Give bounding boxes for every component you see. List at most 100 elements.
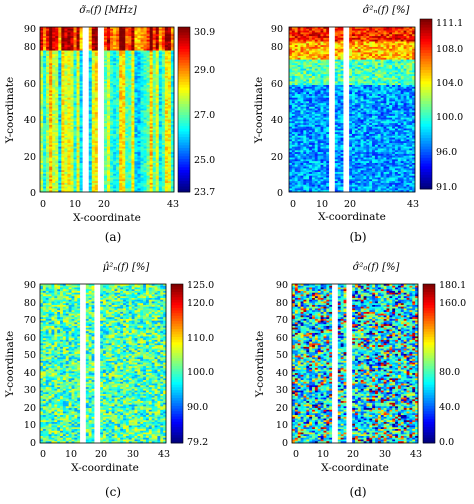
heatmap-cell bbox=[152, 152, 157, 155]
heatmap-cell bbox=[103, 74, 108, 77]
heatmap-cell bbox=[369, 27, 373, 30]
heatmap-cell bbox=[152, 97, 157, 100]
heatmap-cell bbox=[61, 152, 65, 155]
heatmap-cell bbox=[149, 130, 153, 133]
heatmap-cell bbox=[73, 117, 77, 120]
heatmap-cell bbox=[119, 41, 123, 44]
heatmap-cell bbox=[55, 188, 59, 191]
heatmap-cell bbox=[309, 32, 313, 35]
heatmap-cell bbox=[403, 27, 407, 30]
heatmap-cell bbox=[52, 86, 56, 89]
heatmap-cell bbox=[125, 181, 129, 184]
heatmap-cell bbox=[149, 97, 153, 100]
heatmap-cell bbox=[137, 92, 141, 95]
heatmap-cell bbox=[73, 121, 77, 124]
heatmap-cell bbox=[164, 83, 169, 86]
heatmap-cell bbox=[40, 143, 44, 146]
heatmap-cell bbox=[167, 52, 172, 55]
heatmap-cell bbox=[100, 59, 105, 62]
heatmap-cell bbox=[363, 46, 367, 50]
heatmap-cell bbox=[79, 179, 83, 182]
heatmap-cell bbox=[52, 108, 56, 111]
heatmap-cell bbox=[88, 155, 93, 158]
heatmap-cell bbox=[152, 110, 157, 113]
heatmap-cell bbox=[131, 172, 135, 175]
heatmap-cell bbox=[161, 56, 166, 59]
heatmap-cell bbox=[40, 59, 44, 62]
heatmap-cell bbox=[61, 90, 65, 93]
heatmap-cell bbox=[55, 162, 59, 166]
heatmap-cell bbox=[158, 95, 163, 99]
colorbar-band bbox=[178, 126, 190, 130]
heatmap-cell bbox=[58, 155, 62, 158]
heatmap-cell bbox=[140, 103, 144, 106]
heatmap-cell bbox=[140, 86, 144, 89]
heatmap-cell bbox=[91, 30, 96, 33]
heatmap-cell bbox=[383, 30, 387, 33]
heatmap-cell bbox=[360, 54, 364, 57]
heatmap-cell bbox=[55, 137, 59, 140]
heatmap-cell bbox=[70, 86, 74, 89]
heatmap-cell bbox=[170, 101, 175, 104]
heatmap-cell bbox=[300, 39, 304, 42]
heatmap-cell bbox=[49, 119, 53, 122]
heatmap-cell bbox=[377, 48, 381, 51]
heatmap-cell bbox=[134, 46, 138, 50]
heatmap-cell bbox=[76, 153, 80, 157]
heatmap-cell bbox=[76, 46, 80, 50]
heatmap-cell bbox=[113, 152, 117, 155]
heatmap-cell bbox=[113, 43, 117, 46]
heatmap-cell bbox=[311, 59, 316, 62]
heatmap-cell bbox=[116, 66, 120, 69]
heatmap-cell bbox=[61, 172, 65, 175]
heatmap-cell bbox=[389, 45, 393, 48]
colorbar-band bbox=[178, 170, 190, 174]
heatmap-cell bbox=[167, 39, 172, 42]
heatmap-cell bbox=[140, 132, 144, 135]
heatmap-cell bbox=[125, 141, 129, 144]
heatmap-cell bbox=[52, 119, 56, 122]
heatmap-cell bbox=[146, 81, 150, 84]
heatmap-cell bbox=[110, 27, 114, 30]
heatmap-cell bbox=[134, 70, 138, 73]
heatmap-cell bbox=[383, 41, 387, 44]
heatmap-cell bbox=[149, 114, 153, 117]
heatmap-cell bbox=[303, 54, 307, 57]
heatmap-cell bbox=[311, 39, 316, 42]
heatmap-cell bbox=[40, 164, 44, 167]
heatmap-cell bbox=[46, 143, 50, 146]
heatmap-cell bbox=[140, 39, 144, 42]
colorbar-band bbox=[178, 101, 190, 105]
heatmap-cell bbox=[110, 157, 114, 160]
heatmap-cell bbox=[73, 130, 77, 133]
heatmap-cell bbox=[389, 54, 393, 57]
heatmap-cell bbox=[91, 144, 96, 147]
heatmap-cell bbox=[91, 75, 96, 79]
heatmap-cell bbox=[137, 72, 141, 75]
heatmap-cell bbox=[43, 45, 47, 48]
heatmap-cell bbox=[140, 133, 144, 137]
heatmap-cell bbox=[143, 157, 147, 160]
heatmap-cell bbox=[64, 181, 68, 184]
heatmap-cell bbox=[143, 182, 147, 186]
heatmap-cell bbox=[94, 88, 99, 91]
heatmap-cell bbox=[170, 170, 175, 173]
heatmap-cell bbox=[164, 130, 169, 133]
heatmap-cell bbox=[131, 90, 135, 93]
heatmap-cell bbox=[128, 72, 132, 75]
heatmap-cell bbox=[107, 166, 111, 169]
heatmap-cell bbox=[91, 48, 96, 51]
heatmap-cell bbox=[311, 43, 316, 46]
heatmap-cell bbox=[119, 175, 123, 178]
heatmap-cell bbox=[67, 92, 71, 95]
heatmap-cell bbox=[113, 139, 117, 142]
panel-b: σ̂²ₙ(f) [%] 111.1 108.0 104.0 100.0 96.0… bbox=[253, 5, 463, 244]
heatmap-cell bbox=[392, 52, 396, 55]
heatmap-cell bbox=[43, 36, 47, 39]
heatmap-cell bbox=[119, 119, 123, 122]
heatmap-cell bbox=[73, 114, 77, 117]
heatmap-cell bbox=[113, 66, 117, 69]
heatmap-cell bbox=[303, 61, 307, 64]
heatmap-cell bbox=[392, 50, 396, 53]
heatmap-cell bbox=[103, 159, 108, 162]
